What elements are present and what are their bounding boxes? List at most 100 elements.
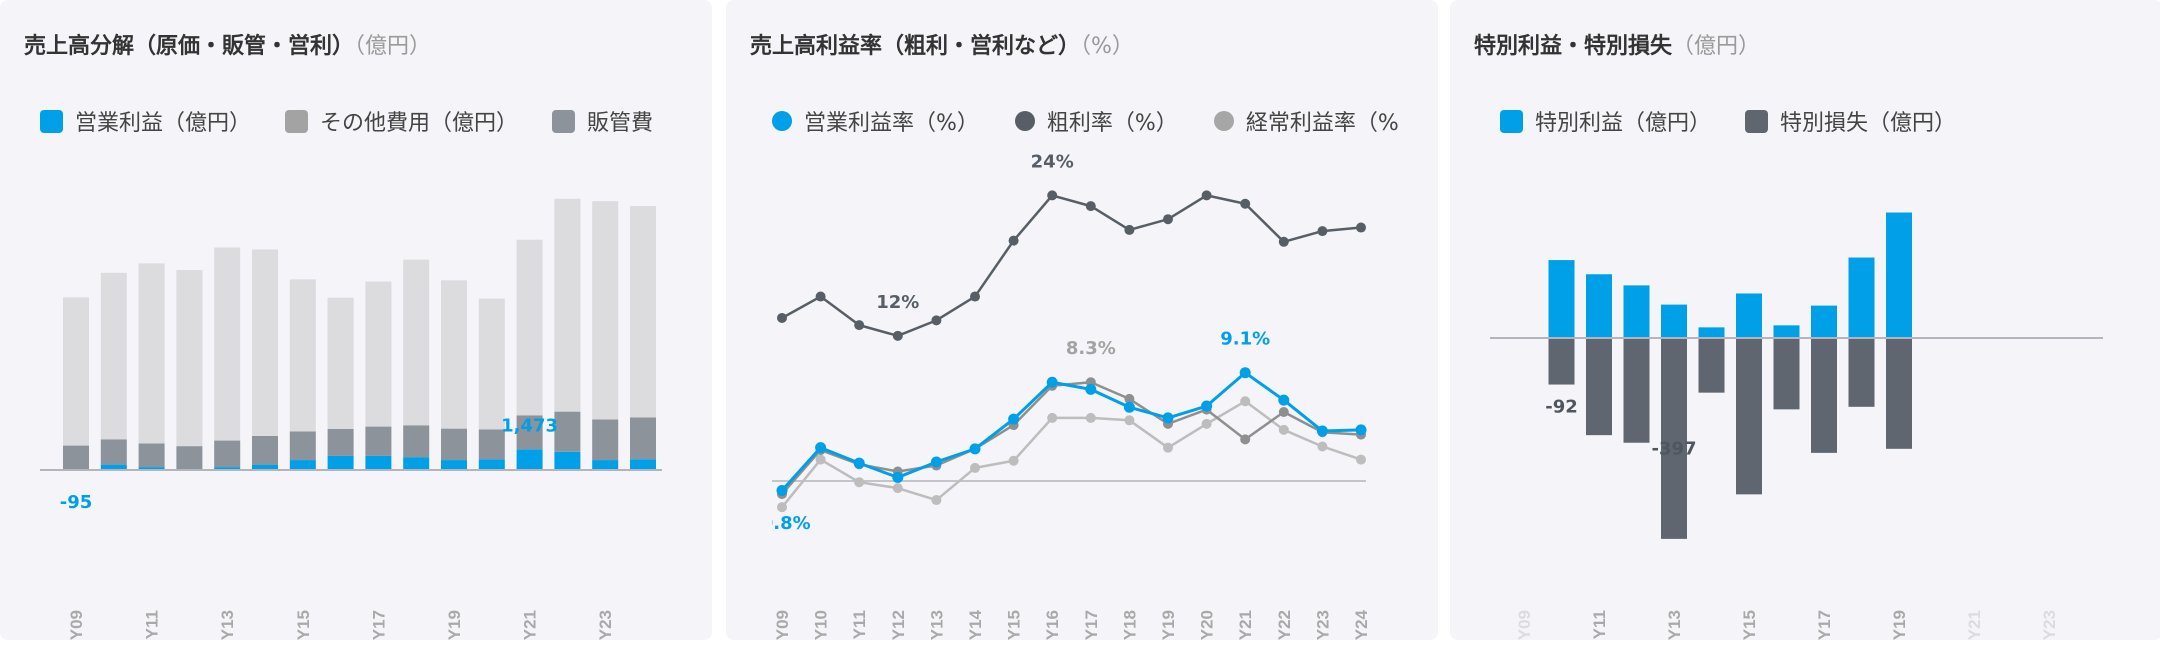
title-unit: （億円） [1672,34,1761,59]
diverging-bar-chart: FY09 FY11 FY13 FY15 FY17 FY19 FY21 FY23 -92 -397 [1490,212,2103,640]
point-gross-margin [1201,190,1212,201]
x-tick-label: FY18 [1120,610,1139,640]
legend-item-operating-margin[interactable]: 営業利益率（%） [772,105,979,137]
bar-sga [327,428,354,456]
x-tick-label: FY13 [218,610,237,640]
point-operating-margin [1201,400,1213,412]
bar-operating-profit [516,449,543,470]
data-label: 24% [1031,151,1074,172]
bar-operating-profit [214,467,241,470]
legend: 特別利益（億円） 特別損失（億円） [1500,104,2134,138]
bar-other-costs [516,239,543,416]
point-other-margin [1047,412,1058,423]
point-other-margin [1278,424,1289,435]
point-other-margin [1317,441,1328,452]
bar-operating-profit [592,460,619,470]
bar-extraordinary-gain [1811,305,1837,338]
bar-extraordinary-gain [1886,212,1912,338]
point-other-margin [1163,442,1173,453]
data-label: 9.1% [1220,329,1270,350]
bar-extraordinary-loss [1548,338,1575,385]
point-operating-margin [892,471,904,483]
x-tick-label: FY19 [1159,610,1178,640]
bar-extraordinary-loss [1736,338,1762,495]
bar-other-costs [365,281,392,427]
point-operating-margin [776,485,788,497]
x-tick-label: FY21 [521,610,540,640]
legend-swatch [552,109,576,133]
point-gross-margin [892,330,903,341]
point-other-margin [854,477,865,488]
x-tick-label: FY19 [1890,610,1909,640]
x-tick-label: FY13 [927,610,946,640]
bar-other-costs [630,206,656,418]
bar-extraordinary-gain [1773,325,1800,338]
bar-sga [554,411,581,452]
legend-item-extraordinary-loss[interactable]: 特別損失（億円） [1745,105,1956,137]
bar-extraordinary-loss [1661,338,1687,539]
bar-other-costs [289,279,316,432]
bar-sga [100,439,127,465]
data-label: -95 [60,492,93,513]
point-operating-margin [969,443,981,455]
bar-sga [516,415,543,450]
x-tick-label: FY15 [1740,610,1759,640]
bar-extraordinary-gain [1698,327,1725,338]
bar-other-costs [176,270,203,447]
legend-item-operating-profit[interactable]: 営業利益（億円） [40,105,251,137]
bar-other-costs [592,201,619,420]
point-other-margin [970,462,980,473]
bar-operating-profit [289,460,316,470]
bar-other-costs [138,263,165,444]
bar-extraordinary-gain [1548,260,1575,338]
bar-other-costs [403,259,430,426]
point-other-margin [1240,396,1251,407]
bar-operating-profit [100,464,127,470]
legend-item-other-costs[interactable]: その他費用（億円） [285,105,518,137]
data-label: -397 [1651,439,1696,460]
point-gross-margin [931,315,942,326]
x-tick-label: FY21 [1965,610,1984,640]
x-tick-label: FY09 [773,610,792,640]
bar-extraordinary-gain [1623,285,1650,338]
bar-extraordinary-loss [1623,338,1650,443]
point-other-margin [1124,415,1135,426]
legend-dot [1014,111,1035,131]
legend-swatch [1500,109,1523,133]
bar-other-costs [441,280,467,429]
point-ordinary-margin [1124,393,1135,404]
point-other-margin [1008,455,1019,466]
point-gross-margin [854,320,865,331]
legend-label: 営業利益率（%） [804,111,979,136]
line-operating-margin [780,371,1362,492]
title-text: 特別利益・特別損失 [1474,34,1673,59]
data-label: -92 [1545,397,1578,418]
bar-operating-profit [138,467,165,470]
x-tick-label: FY17 [1082,610,1101,640]
legend: 営業利益率（%） 粗利率（%） 経常利益率（%） [772,104,1399,138]
bar-sga [176,446,203,470]
bar-sga [252,435,278,465]
legend-item-ordinary-margin[interactable]: 経常利益率（%） [1213,105,1399,137]
bar-extraordinary-gain [1848,257,1875,338]
point-operating-margin [1316,425,1328,437]
line-other-margin [781,400,1362,508]
point-operating-margin [1046,376,1058,388]
legend-item-gross-margin[interactable]: 粗利率（%） [1014,105,1178,137]
legend-label: 特別利益（億円） [1535,111,1712,136]
point-gross-margin [1278,236,1289,247]
point-gross-margin [1047,190,1058,201]
point-other-margin [1201,418,1212,429]
bar-extraordinary-gain [1661,304,1687,338]
margin-panel: 売上高利益率（粗利・営利など）（%） 営業利益率（%） 粗利率（%） 経常利益率… [726,0,1438,640]
legend-item-extraordinary-gain[interactable]: 特別利益（億円） [1500,105,1711,137]
bar-extraordinary-gain [1736,293,1762,338]
point-other-margin [1085,412,1096,423]
title-unit: （億円） [354,34,432,59]
point-gross-margin [1163,214,1173,225]
legend-swatch [1745,109,1769,133]
legend-item-sga[interactable]: 販管費 [552,105,653,137]
bar-operating-profit [554,451,581,470]
point-operating-margin [1355,424,1367,436]
x-tick-label: FY15 [294,610,313,640]
